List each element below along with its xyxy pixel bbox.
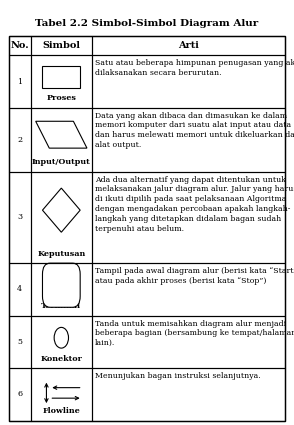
Bar [9, 108, 31, 172]
Text: 4: 4 [17, 286, 22, 293]
Bar [9, 316, 31, 368]
Text: Data yang akan dibaca dan dimasukan ke dalam
memori komputer dari suatu alat inp: Data yang akan dibaca dan dimasukan ke d… [95, 112, 294, 149]
Text: Arti: Arti [178, 41, 199, 50]
Text: No.: No. [11, 41, 29, 50]
Bar [31, 55, 92, 108]
Bar [31, 36, 92, 55]
Bar [92, 172, 285, 263]
Text: Ada dua alternatif yang dapat ditentukan untuk
melaksanakan jalur diagram alur. : Ada dua alternatif yang dapat ditentukan… [95, 176, 294, 232]
Bar [31, 316, 92, 368]
Bar [9, 55, 31, 108]
Circle shape [54, 327, 69, 348]
Bar [42, 66, 80, 88]
Bar [31, 368, 92, 421]
Bar [92, 55, 285, 108]
Text: Tanda untuk memisahkan diagram alur menjadi
beberapa bagian (bersambung ke tempa: Tanda untuk memisahkan diagram alur menj… [95, 320, 294, 347]
Bar [31, 172, 92, 263]
Polygon shape [36, 121, 87, 148]
Text: Tabel 2.2 Simbol-Simbol Diagram Alur: Tabel 2.2 Simbol-Simbol Diagram Alur [35, 19, 259, 28]
Bar [9, 263, 31, 316]
Text: Tampil pada awal diagram alur (berisi kata “Start”)
atau pada akhir proses (beri: Tampil pada awal diagram alur (berisi ka… [95, 267, 294, 285]
Bar [31, 108, 92, 172]
Text: 1: 1 [17, 78, 22, 85]
Bar [9, 368, 31, 421]
Text: 2: 2 [17, 136, 22, 144]
Bar [31, 263, 92, 316]
Polygon shape [42, 188, 80, 232]
Text: Input/Output: Input/Output [32, 158, 91, 166]
Text: Flowline: Flowline [42, 407, 80, 415]
Bar [92, 316, 285, 368]
Text: 3: 3 [17, 213, 22, 221]
Bar [92, 263, 285, 316]
Text: Menunjukan bagan instruksi selanjutnya.: Menunjukan bagan instruksi selanjutnya. [95, 372, 261, 380]
Text: Satu atau beberapa himpunan penugasan yang akan
dilaksanakan secara berurutan.: Satu atau beberapa himpunan penugasan ya… [95, 59, 294, 77]
Bar [92, 36, 285, 55]
FancyBboxPatch shape [42, 263, 80, 307]
Text: Simbol: Simbol [42, 41, 80, 50]
Bar [9, 36, 31, 55]
Bar [92, 108, 285, 172]
Bar [92, 368, 285, 421]
Text: Konektor: Konektor [40, 355, 82, 363]
Text: Proses: Proses [46, 94, 76, 102]
Text: Keputusan: Keputusan [37, 249, 86, 258]
Text: Terminal: Terminal [41, 302, 81, 310]
Text: 5: 5 [17, 338, 22, 346]
Bar [9, 172, 31, 263]
Text: 6: 6 [17, 391, 22, 399]
